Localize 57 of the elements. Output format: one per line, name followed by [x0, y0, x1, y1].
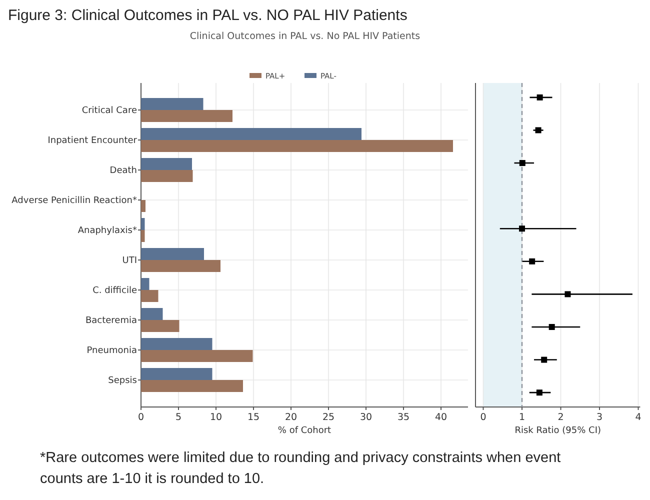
x-tick-label: 1 [518, 412, 526, 423]
x-tick-label: 2 [558, 412, 564, 423]
point [536, 94, 543, 100]
x-axis-title: % of Cohort [278, 426, 332, 436]
x-tick-label: 5 [175, 412, 182, 423]
chart-title: Figure 3: Clinical Outcomes in PAL vs. NO PAL HIV Patients [8, 7, 408, 24]
bar [141, 218, 145, 230]
point [541, 356, 548, 363]
x-tick-label: 40 [434, 412, 448, 423]
bar [141, 200, 146, 212]
point [535, 127, 542, 134]
bar [141, 158, 192, 170]
y-tick-label: Bacteremia [85, 316, 137, 326]
point [529, 258, 536, 264]
point [519, 226, 526, 232]
bar [141, 350, 253, 362]
y-tick-label: Death [110, 166, 137, 176]
x-tick-label: 0 [138, 412, 144, 423]
bar [141, 110, 232, 122]
bar [141, 260, 220, 272]
point [536, 390, 542, 396]
bar [141, 380, 243, 392]
bar [141, 320, 180, 332]
x-tick-label: 20 [284, 412, 298, 423]
y-tick-label: Adverse Penicillin Reaction* [12, 196, 138, 206]
chart-subtitle: Clinical Outcomes in PAL vs. No PAL HIV Patients [190, 31, 420, 42]
bar [141, 368, 212, 380]
point [519, 160, 526, 166]
bar [141, 308, 163, 320]
y-tick-label: UTI [122, 256, 137, 266]
y-tick-label: Sepsis [108, 376, 138, 386]
x-tick-label: 25 [322, 412, 335, 423]
point [564, 291, 571, 298]
x-tick-label: 3 [596, 412, 603, 423]
x-tick-label: 35 [397, 412, 410, 423]
x-tick-label: 15 [247, 412, 260, 423]
x-tick-label: 0 [480, 412, 486, 423]
y-tick-label: Critical Care [82, 106, 138, 116]
x-tick-label: 4 [635, 412, 642, 423]
y-tick-label: Anaphylaxis* [78, 226, 138, 236]
y-tick-label: C. difficile [92, 286, 138, 296]
bar [141, 170, 193, 182]
x-tick-label: 30 [360, 412, 372, 423]
bar [141, 140, 453, 152]
x-tick-label: 10 [210, 412, 222, 423]
y-tick-label: Inpatient Encounter [48, 136, 138, 146]
x-axis-title: Risk Ratio (95% CI) [514, 426, 602, 436]
bar [141, 278, 150, 290]
bar [141, 98, 204, 110]
bar [141, 248, 204, 260]
point [548, 324, 555, 330]
bar [141, 290, 158, 302]
bar [141, 230, 145, 242]
bar [141, 338, 212, 350]
bar [141, 128, 362, 140]
text: *Rare outcomes were limited due to rounding and privacy constraints when event counts are 1-10 it is rounded to 10. [40, 450, 561, 487]
y-tick-label: Pneumonia [86, 346, 137, 356]
